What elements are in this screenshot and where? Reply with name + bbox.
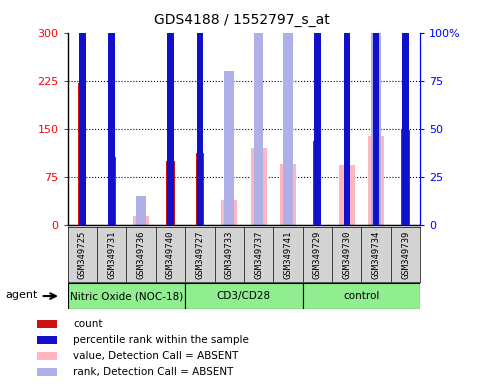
Bar [38,352,57,359]
Bar [38,319,57,328]
Bar [251,148,267,225]
Bar [402,0,409,225]
Text: GSM349731: GSM349731 [107,231,116,280]
Bar [343,0,350,225]
Bar [314,0,321,225]
Bar [38,336,57,344]
Bar [167,33,174,225]
FancyBboxPatch shape [303,283,420,309]
Text: agent: agent [5,290,38,300]
Bar [368,136,384,225]
Bar [136,196,146,225]
Bar [225,71,234,225]
Text: GSM349727: GSM349727 [195,231,204,280]
Text: control: control [343,291,380,301]
Text: Nitric Oxide (NOC-18): Nitric Oxide (NOC-18) [70,291,183,301]
Bar [280,164,296,225]
Text: percentile rank within the sample: percentile rank within the sample [73,334,249,344]
Bar [313,141,322,225]
Text: GSM349730: GSM349730 [342,231,351,280]
Text: GDS4188 / 1552797_s_at: GDS4188 / 1552797_s_at [154,13,329,27]
Bar [79,0,85,225]
Text: value, Detection Call = ABSENT: value, Detection Call = ABSENT [73,351,239,361]
Text: count: count [73,319,102,329]
Text: GSM349736: GSM349736 [137,231,145,280]
Bar [371,0,381,225]
Text: CD3/CD28: CD3/CD28 [217,291,271,301]
Text: GSM349734: GSM349734 [371,231,381,280]
Text: rank, Detection Call = ABSENT: rank, Detection Call = ABSENT [73,367,233,377]
Text: GSM349740: GSM349740 [166,231,175,280]
FancyBboxPatch shape [68,283,185,309]
Bar [108,157,116,225]
Bar [166,161,174,225]
Bar [78,83,86,225]
FancyBboxPatch shape [185,283,303,309]
Text: GSM349733: GSM349733 [225,231,234,280]
Bar [283,0,293,225]
Bar [133,216,149,225]
Text: GSM349739: GSM349739 [401,231,410,280]
Bar [197,0,203,225]
Bar [254,0,263,225]
Bar [221,200,237,225]
Text: GSM349725: GSM349725 [78,231,87,280]
Bar [196,153,204,225]
Text: GSM349729: GSM349729 [313,231,322,280]
Bar [109,0,115,225]
Text: GSM349737: GSM349737 [254,231,263,280]
Bar [373,0,379,225]
Text: GSM349741: GSM349741 [284,231,293,280]
Bar [401,130,410,225]
Bar [38,367,57,376]
Bar [339,165,355,225]
